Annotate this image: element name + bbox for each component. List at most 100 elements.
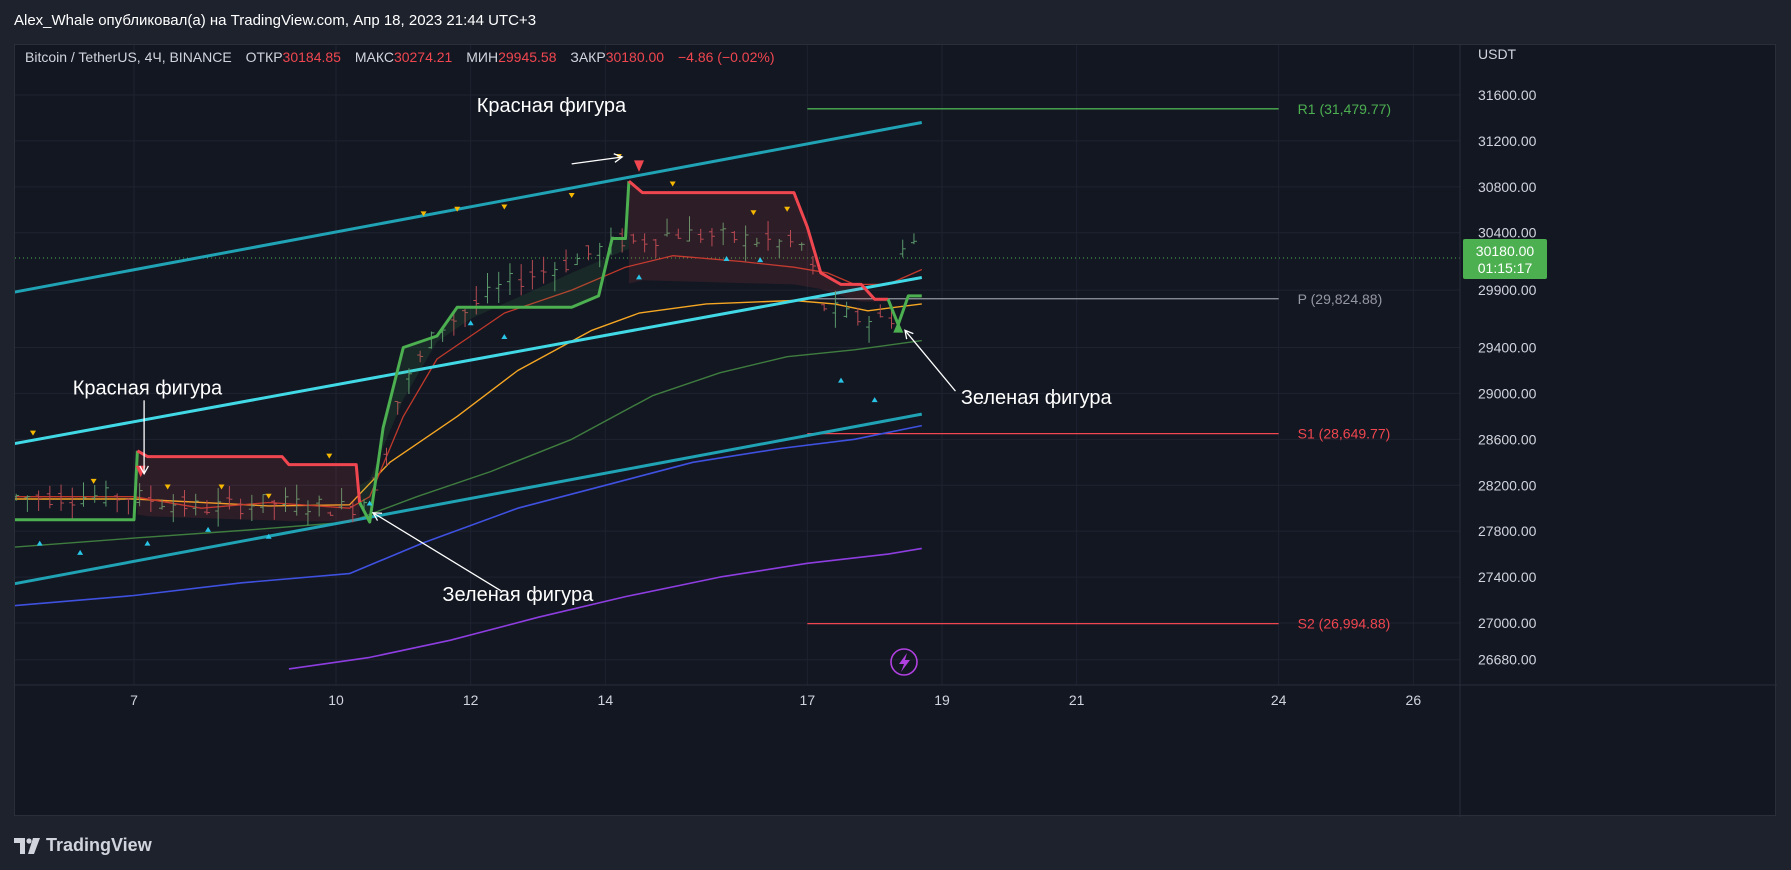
high-marker-3 [218,484,225,490]
annotation-label-1: Красная фигура [73,378,223,400]
low-marker-8 [636,274,642,280]
low-marker-6 [467,320,474,326]
low-marker-10 [757,257,764,263]
legend-high-label: МАКС [355,49,394,65]
candles [15,216,917,527]
x-tick-label-0: 7 [130,692,138,708]
legend-symbol: Bitcoin / TetherUS, 4Ч, BINANCE [25,49,232,65]
legend-open-label: ОТКР [246,49,283,65]
ma-red-line [15,255,923,509]
price-chart[interactable]: R1 (31,479.77) P (29,824.88) S1 (28,649.77… [15,45,1777,817]
low-marker-5 [366,500,373,506]
chart-panel[interactable]: R1 (31,479.77) P (29,824.88) S1 (28,649.77… [14,44,1777,817]
pivot-label-1: P (29,824.88) [1298,291,1383,307]
annotation-arrow-3 [904,329,956,392]
ma-orange-line [15,299,922,507]
high-marker-8 [501,204,508,210]
tradingview-logo-text: TradingView [46,835,152,855]
pivot-levels: R1 (31,479.77) P (29,824.88) S1 (28,649.77… [807,101,1391,632]
annotation-arrow-2 [372,512,502,592]
x-tick-label-2: 12 [463,692,479,708]
high-marker-1 [90,478,97,484]
x-tick-label-5: 19 [934,692,950,708]
high-marker-0 [30,430,36,436]
pivot-label-3: S2 (26,994.88) [1298,616,1391,632]
channel-lower-line [15,412,923,586]
pivot-label-2: S1 (28,649.77) [1298,426,1391,442]
sell-signal-2 [634,160,644,172]
signal-markers [30,153,904,555]
x-tick-label-3: 14 [598,692,614,708]
annotation-label-3: Зеленая фигура [961,387,1113,409]
tradingview-logo-icon [14,837,40,854]
legend-close-label: ЗАКР [570,49,605,65]
footer [0,818,1791,870]
y-tick-label-5: 29400.00 [1478,340,1537,356]
attribution-text: Alex_Whale опубликовал(а) на TradingView… [14,12,537,29]
channel-upper-line [15,121,923,294]
low-marker-0 [36,540,43,546]
y-tick-label-0: 31600.00 [1478,87,1537,103]
legend-change: −4.86 (−0.02%) [678,49,775,65]
y-tick-label-6: 29000.00 [1478,385,1537,401]
legend-open-value: 30184.85 [283,49,342,65]
price-badge-bg [1463,239,1547,279]
legend-low-label: МИН [466,49,498,65]
y-tick-label-2: 30800.00 [1478,179,1537,195]
y-tick-label-3: 30400.00 [1478,225,1537,241]
low-marker-11 [838,377,844,383]
low-marker-7 [501,334,508,340]
high-marker-11 [669,181,676,187]
y-tick-label-10: 27400.00 [1478,569,1537,585]
annotation-arrowhead-0 [613,153,624,163]
high-marker-9 [568,193,575,199]
grid [15,45,1460,685]
high-marker-2 [164,484,171,490]
supertrend-green-2 [358,181,631,524]
supertrend-shade-red-1 [137,450,360,522]
y-tick-label-9: 27800.00 [1478,523,1537,539]
attribution-bar: Alex_Whale опубликовал(а) на TradingView… [0,0,1791,44]
tradingview-logo[interactable]: TradingView [14,835,152,856]
channel-middle-line [15,276,923,446]
high-marker-7 [454,206,461,212]
supertrend-red-2 [627,179,889,301]
axes: 7 10 12 14 17 19 21 24 26 31600.00 31200.00 30800.0… [15,45,1777,817]
supertrend-shade-red-2 [628,181,889,302]
ma-darkgreen-line [15,339,922,548]
low-marker-1 [77,549,84,555]
supertrend-green-3 [886,294,922,327]
y-tick-label-8: 28200.00 [1478,477,1537,493]
price-badge-countdown: 01:15:17 [1478,260,1533,276]
current-price-badge: 30180.00 01:15:17 [1463,239,1547,279]
moving-averages [15,255,923,670]
supertrend-shade-green-2 [359,181,629,522]
lightning-icon[interactable] [890,648,918,676]
supertrend-green-1 [15,450,139,522]
y-tick-label-4: 29900.00 [1478,282,1537,298]
chart-legend: Bitcoin / TetherUS, 4Ч, BINANCE ОТКР3018… [25,49,775,65]
ma-blue-line [15,424,922,607]
low-marker-2 [144,540,151,546]
annotation-arrowhead-3 [904,329,914,340]
low-marker-4 [265,533,272,539]
annotation-arrowhead-1 [139,465,149,476]
currency-label: USDT [1478,46,1517,62]
annotation-label-0: Красная фигура [477,95,627,117]
legend-close-value: 30180.00 [606,49,665,65]
legend-low-value: 29945.58 [498,49,557,65]
ma-purple-line [288,547,922,670]
high-marker-4 [265,493,272,499]
x-tick-label-1: 10 [328,692,344,708]
x-tick-label-4: 17 [800,692,816,708]
annotation-label-2: Зеленая фигура [442,584,594,606]
low-marker-12 [871,397,878,403]
low-marker-3 [205,526,212,532]
x-tick-label-8: 26 [1406,692,1422,708]
high-marker-13 [784,206,791,212]
y-tick-label-7: 28600.00 [1478,431,1537,447]
legend-high-value: 30274.21 [394,49,453,65]
price-badge-value: 30180.00 [1476,243,1535,259]
high-marker-6 [420,211,427,217]
x-tick-label-7: 24 [1271,692,1287,708]
